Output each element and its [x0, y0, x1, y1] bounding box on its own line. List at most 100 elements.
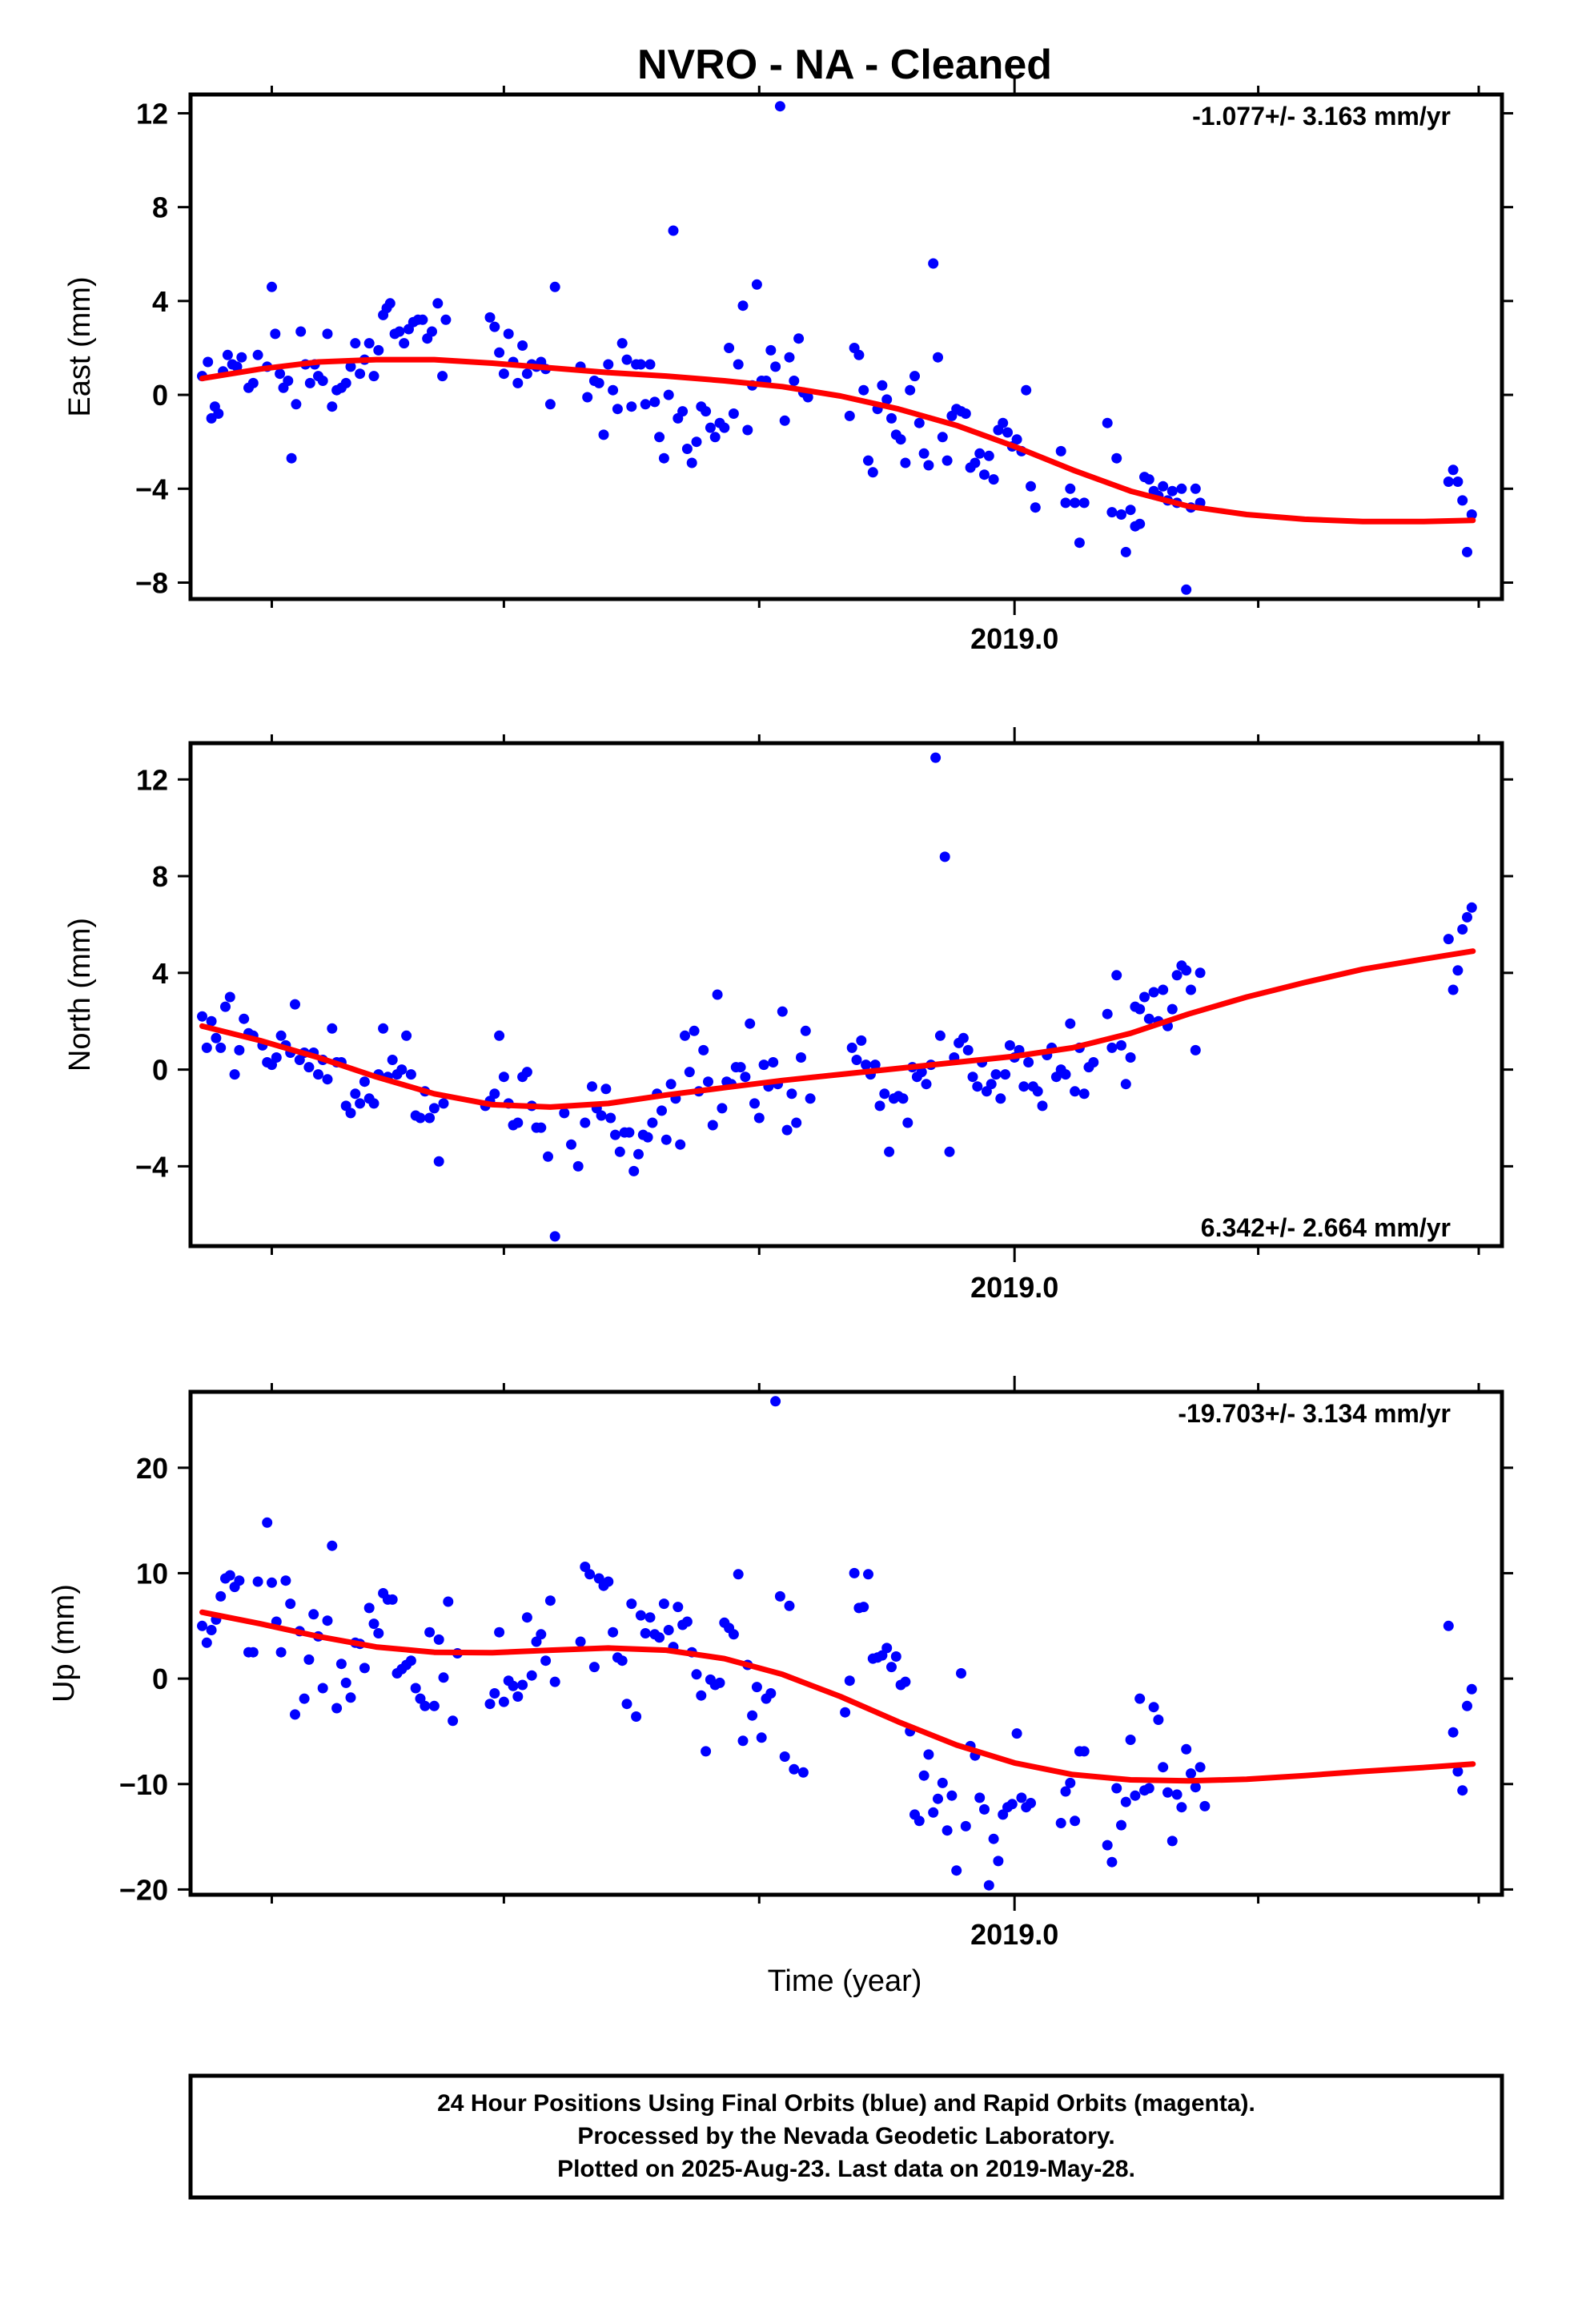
data-point — [791, 1117, 802, 1128]
data-point — [433, 1156, 444, 1167]
data-point — [247, 1647, 259, 1658]
data-point — [1078, 1746, 1090, 1757]
data-point — [745, 1018, 756, 1029]
data-point — [647, 1117, 658, 1128]
data-point — [665, 1079, 677, 1090]
data-point — [1166, 1835, 1178, 1847]
data-point — [549, 1676, 560, 1687]
data-point — [616, 1655, 628, 1667]
data-point — [770, 1396, 781, 1407]
data-point — [1065, 483, 1076, 494]
data-point — [378, 1023, 389, 1034]
data-point — [252, 1576, 263, 1587]
data-point — [387, 1594, 398, 1605]
data-point — [508, 1680, 519, 1691]
data-point — [928, 1807, 939, 1818]
data-point — [572, 1160, 584, 1172]
data-point — [285, 1598, 296, 1610]
data-point — [1116, 1039, 1126, 1051]
data-point — [1116, 509, 1126, 520]
data-point — [267, 1577, 277, 1588]
data-point — [735, 1062, 746, 1073]
data-point — [1011, 1728, 1022, 1739]
data-point — [913, 1815, 925, 1827]
data-point — [654, 432, 665, 443]
panel-2: −4 0 4 8 12 2019.0 North (mm) 6.342+/- 2.664 mm… — [63, 727, 1513, 1304]
data-point — [521, 1612, 532, 1623]
data-point — [786, 1088, 797, 1100]
data-point — [355, 1098, 366, 1109]
data-point — [280, 1575, 291, 1586]
data-point — [1060, 1786, 1071, 1797]
data-point — [1060, 497, 1071, 509]
data-point — [1195, 967, 1206, 979]
data-point — [707, 1120, 718, 1131]
data-point — [317, 1683, 328, 1694]
y-tick-label: 12 — [136, 97, 168, 130]
data-point — [1088, 1057, 1099, 1068]
data-point — [684, 1067, 695, 1078]
data-point — [295, 326, 307, 337]
data-point — [512, 1117, 524, 1128]
data-point — [1447, 984, 1459, 995]
data-point — [913, 417, 925, 428]
data-point — [633, 1148, 644, 1160]
data-point — [405, 1069, 416, 1080]
data-point — [512, 1691, 524, 1702]
data-point — [598, 429, 609, 440]
y-tick-label: 10 — [136, 1557, 168, 1590]
data-point — [1078, 497, 1090, 509]
data-point — [677, 406, 689, 417]
data-point — [614, 1146, 625, 1157]
data-point — [970, 457, 981, 468]
data-point — [897, 1093, 909, 1104]
data-point — [1199, 1800, 1211, 1811]
data-point — [1120, 1796, 1131, 1807]
data-point — [335, 1659, 347, 1670]
data-point — [304, 377, 315, 388]
data-point — [286, 452, 297, 464]
data-point — [290, 1709, 300, 1720]
x-tick-label: 2019.0 — [970, 1271, 1058, 1304]
data-point — [1176, 483, 1187, 494]
data-point — [879, 1088, 890, 1100]
data-point — [902, 1117, 913, 1128]
data-point — [1176, 1802, 1187, 1813]
data-point — [886, 1662, 897, 1673]
data-point — [751, 1682, 762, 1693]
data-point — [974, 1792, 986, 1803]
data-point — [728, 408, 739, 419]
x-axis-label: Time (year) — [768, 1964, 922, 1998]
data-point — [937, 1777, 948, 1788]
data-point — [405, 1655, 416, 1667]
data-point — [544, 1595, 556, 1606]
data-point — [201, 1042, 212, 1053]
data-points — [197, 1396, 1477, 1891]
data-point — [494, 1626, 505, 1638]
data-point — [211, 1032, 222, 1043]
data-point — [793, 333, 805, 344]
data-point — [517, 340, 528, 351]
data-point — [933, 1793, 943, 1804]
data-point — [1466, 509, 1477, 520]
y-axis-label: Up (mm) — [47, 1584, 81, 1703]
data-point — [350, 338, 361, 349]
data-point — [1462, 911, 1472, 923]
data-point — [283, 376, 294, 386]
data-point — [484, 1699, 496, 1710]
data-point — [368, 371, 379, 382]
data-point — [774, 1590, 785, 1602]
data-point — [1457, 495, 1468, 506]
data-point — [580, 1562, 591, 1572]
data-point — [1148, 1702, 1159, 1713]
data-point — [612, 404, 623, 415]
data-point — [663, 1625, 674, 1635]
data-point — [962, 1044, 974, 1055]
data-point — [747, 1710, 758, 1721]
data-point — [438, 1098, 449, 1109]
data-point — [433, 1634, 444, 1645]
data-point — [779, 1751, 790, 1762]
data-point — [494, 347, 505, 358]
panel-3: −20 −10 0 10 20 2019.0 Up (mm) -19.703+/- 3.134… — [47, 1376, 1513, 1951]
data-point — [621, 1699, 632, 1710]
